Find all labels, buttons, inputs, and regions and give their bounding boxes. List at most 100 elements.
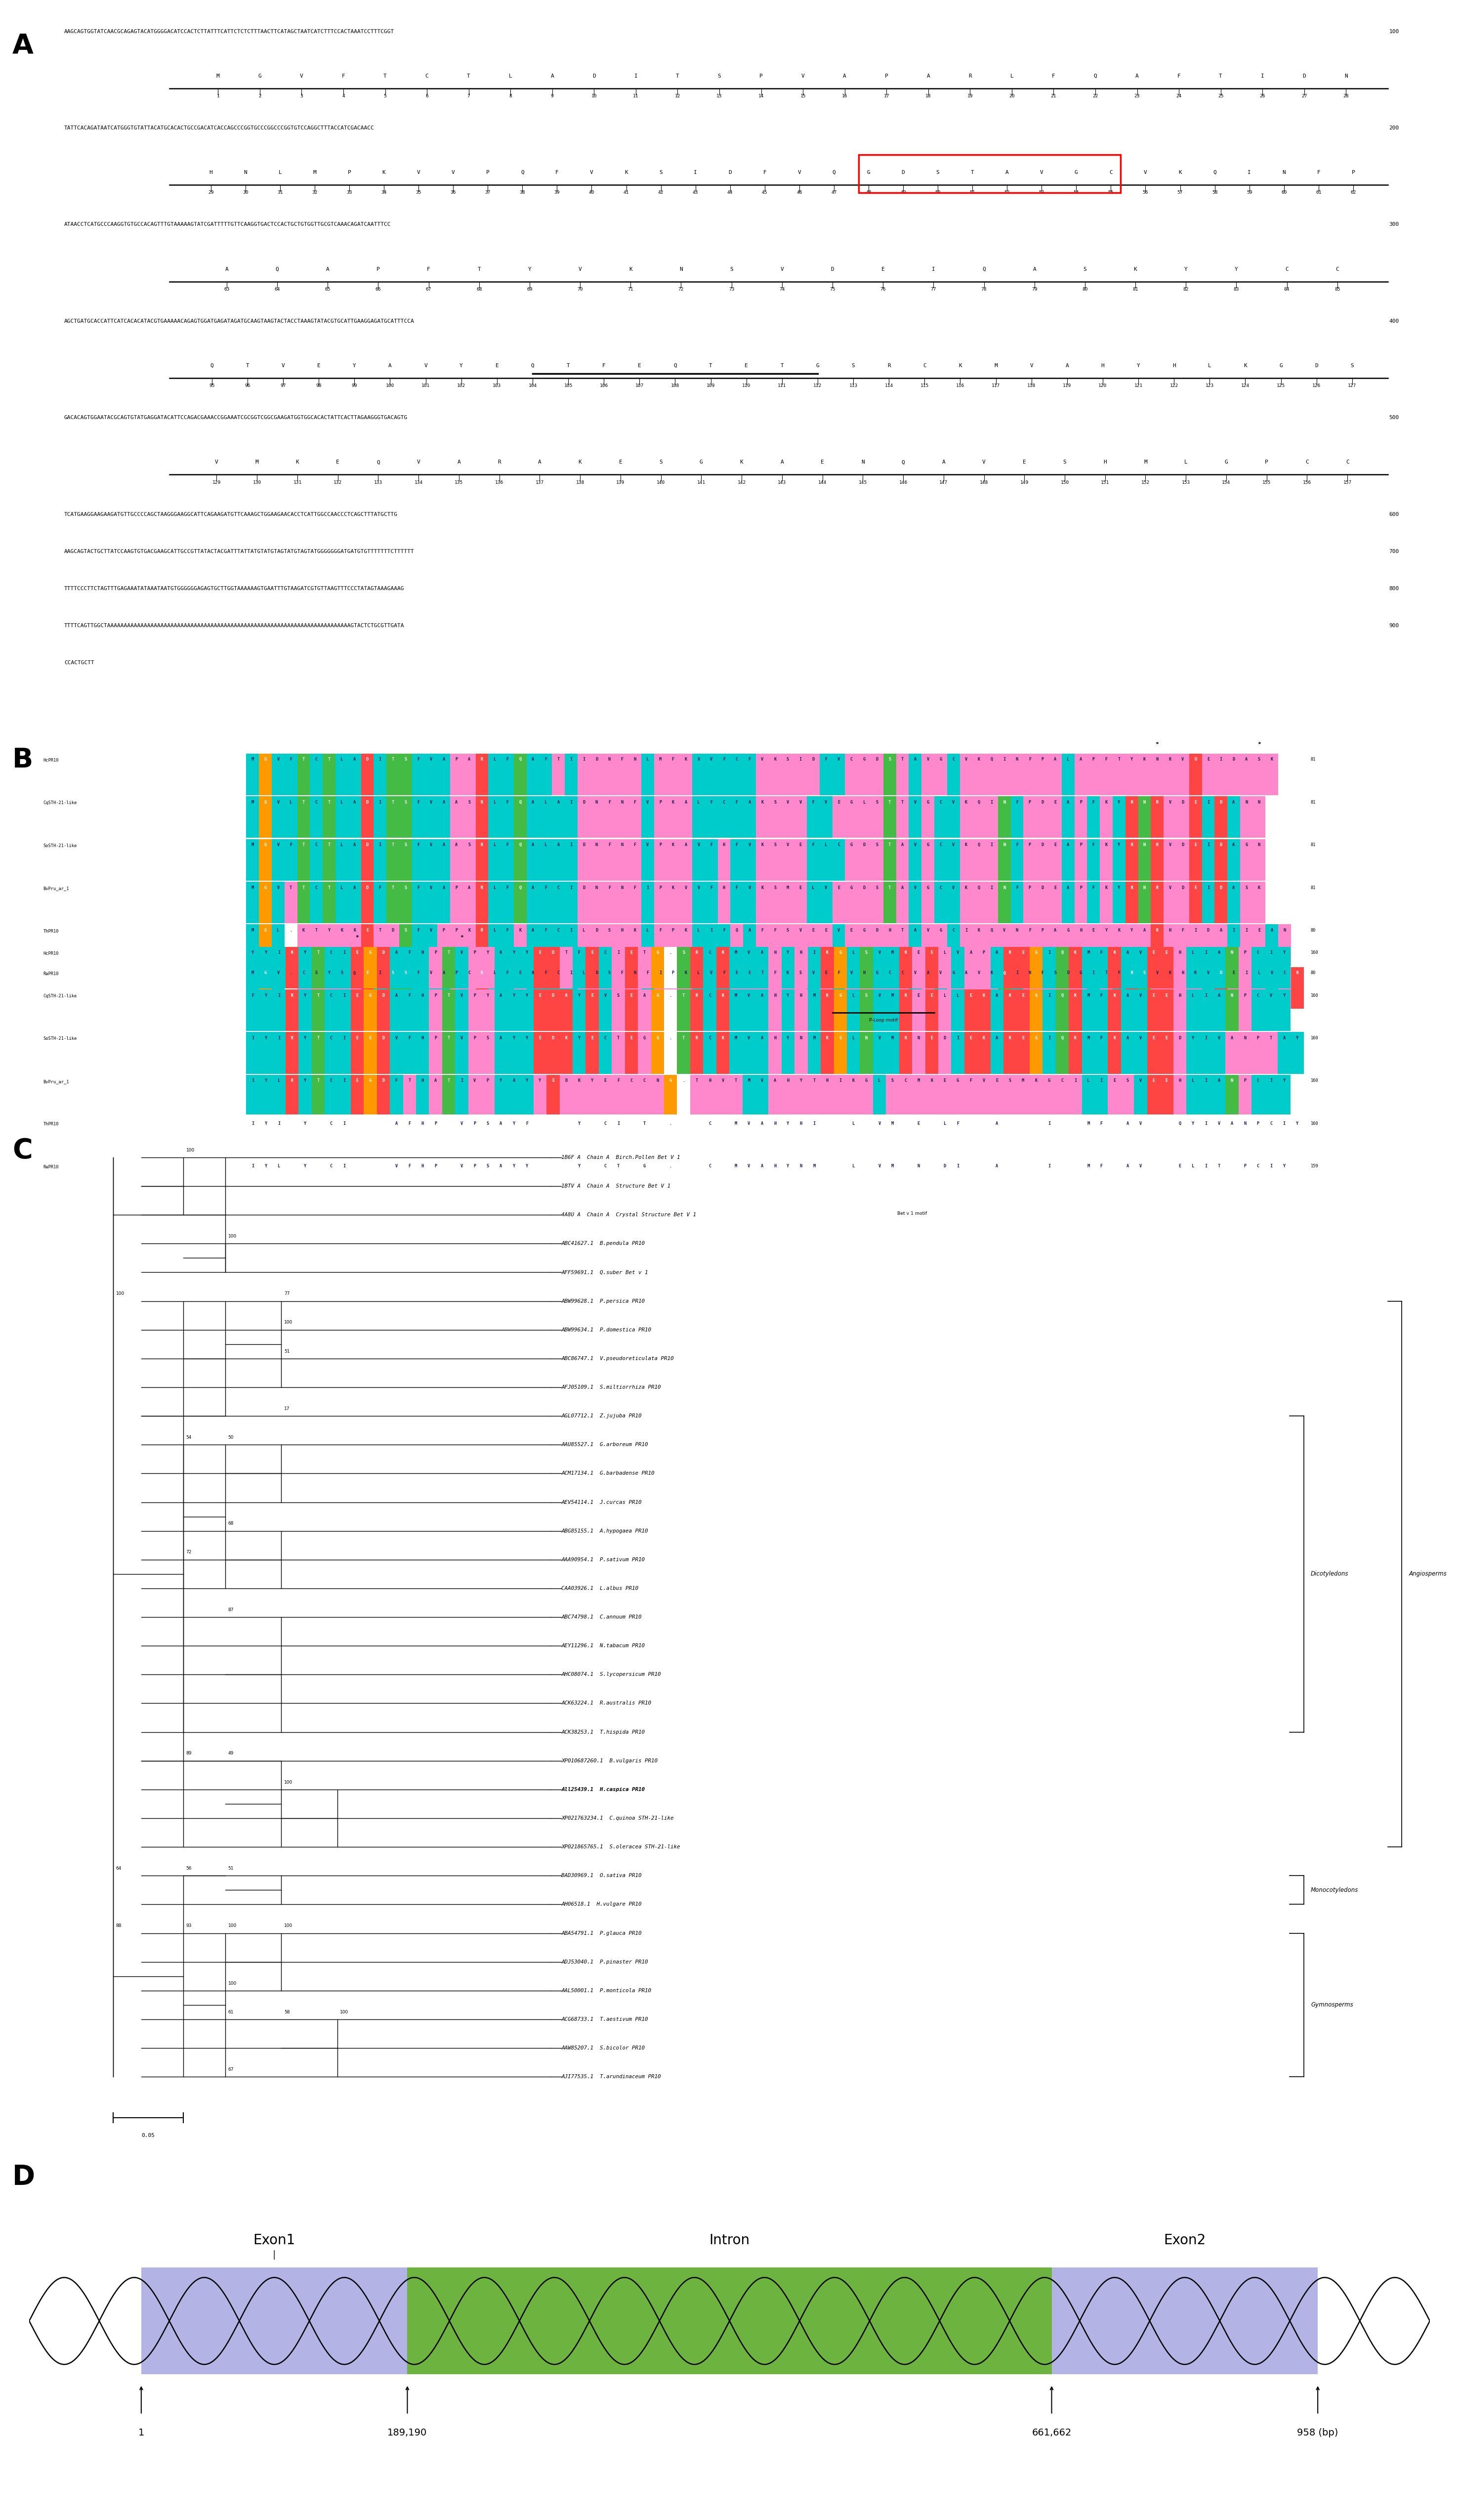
Text: K: K (1104, 842, 1107, 847)
Bar (731, 839, 743, 879)
Text: C: C (1256, 1079, 1259, 1084)
Text: V: V (277, 970, 280, 975)
Bar (973, 925, 985, 965)
Bar (743, 1116, 756, 1159)
Text: Y: Y (578, 1036, 581, 1041)
Bar (363, 1076, 376, 1116)
Text: R: R (480, 842, 483, 847)
Bar (667, 753, 680, 796)
Text: F: F (671, 759, 674, 761)
Bar (1227, 753, 1240, 796)
Bar (1253, 882, 1265, 922)
Bar (938, 1116, 951, 1159)
Text: 13: 13 (716, 93, 722, 98)
Text: 78: 78 (980, 287, 986, 292)
Text: A: A (442, 759, 445, 761)
Bar (552, 753, 565, 796)
Text: I: I (813, 1121, 816, 1126)
Text: 80: 80 (1310, 927, 1316, 932)
Bar (991, 1033, 1004, 1074)
Bar (616, 796, 629, 837)
Text: 23: 23 (1134, 93, 1139, 98)
Text: D: D (366, 759, 369, 761)
Text: A: A (395, 993, 398, 998)
Bar (951, 1159, 964, 1202)
Text: A: A (455, 842, 458, 847)
Text: K: K (852, 1079, 855, 1084)
Bar (743, 948, 756, 988)
Bar (1056, 948, 1069, 988)
Bar (667, 882, 680, 922)
Bar (598, 1076, 611, 1116)
Text: H: H (422, 993, 423, 998)
Bar (350, 1076, 363, 1116)
Text: N: N (608, 759, 611, 761)
Text: N: N (918, 1164, 921, 1169)
Text: P: P (455, 970, 458, 975)
Bar (1121, 1116, 1134, 1159)
Bar (692, 925, 705, 965)
Bar (540, 925, 552, 965)
Bar (638, 1116, 651, 1159)
Text: AFJ05109.1  S.miltiorrhiza PR10: AFJ05109.1 S.miltiorrhiza PR10 (562, 1386, 661, 1389)
Text: A: A (902, 842, 903, 847)
Text: A: A (843, 73, 846, 78)
Text: K: K (982, 1164, 985, 1169)
Bar (680, 925, 692, 965)
Bar (309, 882, 322, 922)
Bar (324, 948, 337, 988)
Text: I: I (582, 759, 585, 761)
Bar (1212, 1116, 1226, 1159)
Text: E: E (931, 1164, 932, 1169)
Bar (508, 948, 521, 988)
Text: F: F (608, 842, 611, 847)
Text: 160: 160 (1310, 950, 1319, 955)
Text: Y: Y (303, 1164, 306, 1169)
Text: V: V (417, 459, 420, 464)
Text: I: I (1245, 927, 1247, 932)
Text: AAW85207.1  S.bicolor PR10: AAW85207.1 S.bicolor PR10 (562, 2046, 645, 2051)
Text: A: A (995, 1121, 998, 1126)
Text: C: C (604, 1121, 607, 1126)
Text: A: A (995, 1036, 998, 1041)
Bar (909, 839, 922, 879)
Bar (260, 882, 271, 922)
Bar (1134, 990, 1147, 1031)
Text: L: L (582, 970, 585, 975)
Text: V: V (913, 842, 916, 847)
Text: ATAACCTCATGCCCAAGGTGTGCCACAGTTTGTAAAAAGTATCGATTTTTGTTCAAGGTGACTCCACTGCTGTGGTTGCG: ATAACCTCATGCCCAAGGTGTGCCACAGTTTGTAAAAAGT… (64, 222, 391, 227)
Bar (1125, 882, 1138, 922)
Text: L: L (944, 950, 945, 955)
Text: ABA54791.1  P.glauca PR10: ABA54791.1 P.glauca PR10 (562, 1930, 642, 1935)
Bar (731, 796, 743, 837)
Text: T: T (302, 842, 305, 847)
Bar (1253, 796, 1265, 837)
Text: G: G (816, 363, 820, 368)
Text: K: K (982, 1121, 985, 1126)
Text: G: G (839, 1164, 842, 1169)
Text: G: G (1034, 950, 1037, 955)
Text: Y: Y (264, 1164, 267, 1169)
Bar (1011, 796, 1023, 837)
Text: C: C (330, 1079, 333, 1084)
Text: I: I (1048, 950, 1050, 955)
Text: 115: 115 (921, 383, 929, 388)
Text: T: T (676, 73, 680, 78)
Bar (438, 882, 451, 922)
Bar (1160, 1159, 1173, 1202)
Text: 1BTV A  Chain A  Structure Bet V 1: 1BTV A Chain A Structure Bet V 1 (562, 1184, 671, 1189)
Bar (991, 1116, 1004, 1159)
Text: V: V (1139, 1121, 1142, 1126)
Text: D: D (552, 1164, 554, 1169)
Bar (481, 1159, 495, 1202)
Bar (565, 882, 578, 922)
Text: I: I (800, 759, 802, 761)
Text: D: D (1303, 73, 1306, 78)
Text: H: H (422, 1121, 423, 1126)
Text: 141: 141 (697, 481, 706, 484)
Bar (463, 925, 476, 965)
Bar (960, 925, 973, 965)
Text: A: A (1271, 927, 1274, 932)
Bar (1049, 839, 1062, 879)
Bar (403, 1159, 416, 1202)
